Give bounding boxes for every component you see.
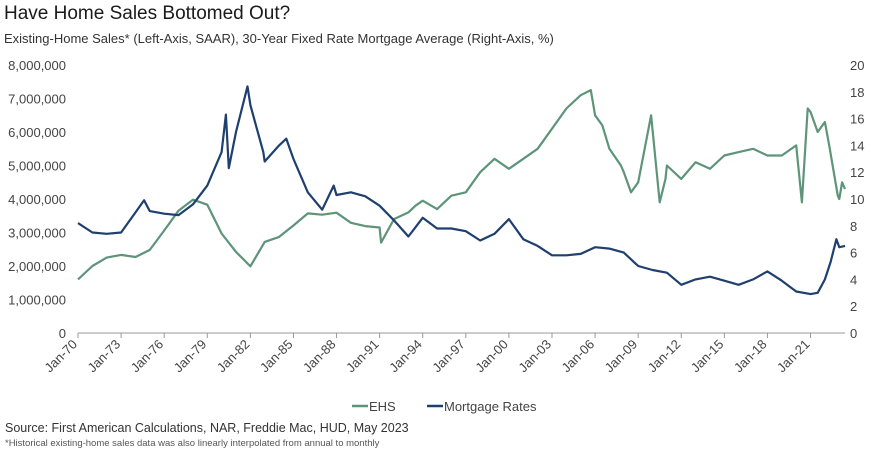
- legend-label: EHS: [369, 399, 396, 414]
- x-tick-label: Jan-18: [731, 337, 770, 376]
- y-right-tick-label: 0: [850, 326, 857, 341]
- y-left-tick-label: 8,000,000: [8, 58, 66, 73]
- x-tick-label: Jan-94: [386, 337, 425, 376]
- y-left-tick-label: 7,000,000: [8, 92, 66, 107]
- source-note: Source: First American Calculations, NAR…: [5, 421, 409, 435]
- x-tick-label: Jan-85: [257, 337, 296, 376]
- chart-title: Have Home Sales Bottomed Out?: [4, 3, 291, 24]
- series-line-mortgage-rates: [77, 85, 846, 296]
- y-left-tick-label: 2,000,000: [8, 259, 66, 274]
- x-tick-label: Jan-21: [774, 337, 813, 376]
- y-right-tick-label: 2: [850, 299, 857, 314]
- x-tick-label: Jan-09: [602, 337, 641, 376]
- y-right-tick-label: 18: [850, 85, 864, 100]
- y-left-tick-label: 0: [59, 326, 66, 341]
- x-tick-label: Jan-88: [300, 337, 339, 376]
- y-right-tick-label: 4: [850, 272, 857, 287]
- x-tick-label: Jan-79: [171, 337, 210, 376]
- y-right-tick-label: 6: [850, 246, 857, 261]
- x-tick-label: Jan-12: [645, 337, 684, 376]
- x-tick-label: Jan-70: [41, 337, 80, 376]
- y-right-tick-label: 20: [850, 58, 864, 73]
- y-left-tick-label: 3,000,000: [8, 226, 66, 241]
- x-tick-label: Jan-15: [688, 337, 727, 376]
- legend-label: Mortgage Rates: [444, 399, 537, 414]
- y-left-tick-label: 5,000,000: [8, 159, 66, 174]
- y-right-tick-label: 16: [850, 112, 864, 127]
- x-tick-label: Jan-91: [343, 337, 382, 376]
- x-tick-label: Jan-82: [214, 337, 253, 376]
- y-left-tick-label: 4,000,000: [8, 192, 66, 207]
- y-right-tick-label: 14: [850, 138, 864, 153]
- y-left-tick-label: 1,000,000: [8, 293, 66, 308]
- chart-subtitle: Existing-Home Sales* (Left-Axis, SAAR), …: [4, 31, 554, 46]
- x-tick-label: Jan-76: [128, 337, 167, 376]
- x-tick-label: Jan-97: [429, 337, 468, 376]
- x-tick-label: Jan-03: [515, 337, 554, 376]
- x-tick-label: Jan-00: [472, 337, 511, 376]
- x-tick-label: Jan-06: [558, 337, 597, 376]
- x-tick-label: Jan-73: [84, 337, 123, 376]
- y-left-tick-label: 6,000,000: [8, 125, 66, 140]
- y-right-tick-label: 10: [850, 192, 864, 207]
- footnote: *Historical existing-home sales data was…: [5, 438, 380, 449]
- y-right-tick-label: 8: [850, 219, 857, 234]
- y-right-tick-label: 12: [850, 165, 864, 180]
- series-line-ehs: [77, 89, 847, 281]
